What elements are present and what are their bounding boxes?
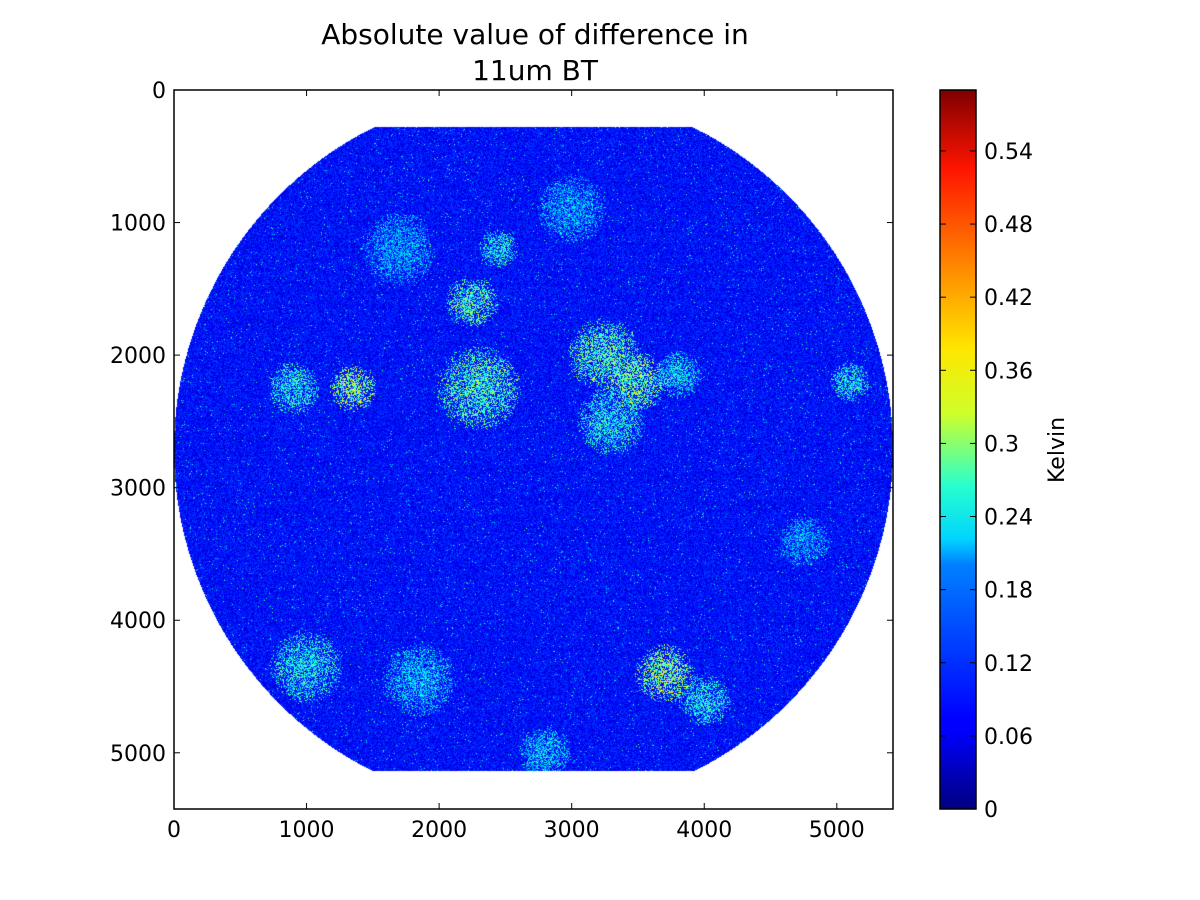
colorbar-label: Kelvin — [1045, 417, 1070, 483]
colorbar-tick-label: 0.18 — [984, 579, 1033, 604]
x-tick-label: 4000 — [676, 818, 732, 843]
colorbar-axis: 0 0.06 0.12 0.18 0.24 0.3 0.36 0.42 0.48 0.54 — [940, 140, 1033, 823]
colorbar-tick-label: 0.54 — [984, 140, 1033, 165]
colorbar — [939, 89, 977, 810]
chart-title-line-2: 11um BT — [472, 54, 599, 87]
x-tick-label: 2000 — [411, 818, 467, 843]
x-tick-label: 3000 — [544, 818, 600, 843]
colorbar-tick-label: 0.3 — [984, 432, 1019, 457]
colorbar-tick-label: 0.36 — [984, 359, 1033, 384]
colorbar-tick-label: 0.24 — [984, 506, 1033, 531]
chart-title-line-1: Absolute value of difference in — [321, 18, 749, 51]
colorbar-tick-label: 0.42 — [984, 286, 1033, 311]
colorbar-tick-label: 0.06 — [984, 725, 1033, 750]
y-tick-label: 2000 — [110, 344, 166, 369]
x-tick-label: 1000 — [279, 818, 335, 843]
colorbar-tick-label: 0.12 — [984, 652, 1033, 677]
y-tick-label: 1000 — [110, 212, 166, 237]
colorbar-tick-label: 0.48 — [984, 213, 1033, 238]
plot-frame — [173, 89, 894, 810]
x-tick-label: 0 — [167, 818, 181, 843]
y-tick-label: 4000 — [110, 609, 166, 634]
heatmap-image — [174, 90, 893, 809]
y-tick-label: 3000 — [110, 477, 166, 502]
colorbar-tick-label: 0 — [984, 798, 998, 823]
heatmap-plot — [174, 90, 893, 809]
y-tick-label: 5000 — [110, 742, 166, 767]
x-axis: 0 1000 2000 3000 4000 5000 — [167, 90, 865, 843]
y-axis: 0 1000 2000 3000 4000 5000 — [110, 79, 893, 767]
y-tick-label: 0 — [152, 79, 166, 104]
x-tick-label: 5000 — [809, 818, 865, 843]
